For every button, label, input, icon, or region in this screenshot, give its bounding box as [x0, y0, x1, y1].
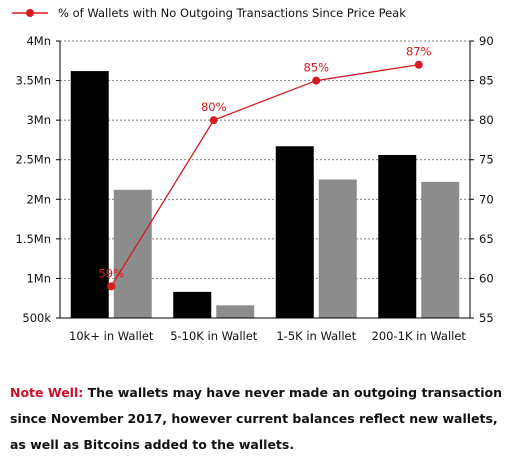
- x-tick-label: 1-5K in Wallet: [276, 329, 356, 343]
- bar: [70, 71, 109, 319]
- y-left-tick-label: 4Mn: [26, 34, 51, 48]
- y-left-tick-label: 500k: [22, 311, 51, 325]
- data-label: 87%: [406, 45, 432, 59]
- bar: [216, 305, 255, 318]
- y-left-tick-label: 3.5Mn: [16, 74, 52, 88]
- y-left-tick-label: 1Mn: [26, 271, 51, 285]
- line-point: [107, 282, 116, 291]
- bar: [421, 181, 460, 318]
- line-point: [312, 76, 321, 85]
- y-right-tick-label: 65: [479, 232, 494, 246]
- bars: [70, 71, 460, 319]
- y-right-tick-label: 60: [479, 271, 494, 285]
- y-right-tick-label: 70: [479, 192, 494, 206]
- x-tick-label: 200-1K in Wallet: [372, 329, 467, 343]
- data-label: 80%: [201, 100, 227, 114]
- legend-label: % of Wallets with No Outgoing Transactio…: [58, 6, 406, 20]
- y-right-tick-label: 80: [479, 113, 494, 127]
- data-label: 85%: [303, 61, 329, 75]
- line-point: [414, 60, 423, 69]
- y-left-tick-label: 3Mn: [26, 113, 51, 127]
- y-left-tick-label: 1.5Mn: [16, 232, 52, 246]
- series-line: [110, 64, 419, 287]
- note-body: The wallets may have never made an outgo…: [10, 385, 502, 452]
- y-left-tick-label: 2Mn: [26, 192, 51, 206]
- data-label: 59%: [98, 266, 124, 280]
- line-series: 59% 80% 85% 87%: [98, 45, 432, 291]
- x-tick-label: 5-10K in Wallet: [170, 329, 258, 343]
- y-right-tick-label: 85: [479, 74, 494, 88]
- y-left-tick-label: 2.5Mn: [16, 153, 52, 167]
- bar: [318, 179, 357, 318]
- y-right-tick-label: 55: [479, 311, 494, 325]
- y-right-tick-label: 90: [479, 34, 494, 48]
- bar: [173, 291, 212, 318]
- bar: [113, 189, 152, 318]
- note-paragraph: Note Well: The wallets may have never ma…: [10, 380, 510, 458]
- x-tick-label: 10k+ in Wallet: [69, 329, 154, 343]
- legend-marker-swatch: [26, 9, 34, 17]
- line-point: [209, 116, 218, 125]
- axes: 10k+ in Wallet 5-10K in Wallet 1-5K in Wal…: [16, 34, 494, 343]
- bar: [275, 146, 314, 318]
- y-right-tick-label: 75: [479, 153, 494, 167]
- chart: % of Wallets with No Outgoing Transactio…: [12, 6, 494, 343]
- note-lead: Note Well:: [10, 385, 84, 400]
- legend: % of Wallets with No Outgoing Transactio…: [12, 6, 406, 20]
- bar: [378, 154, 417, 318]
